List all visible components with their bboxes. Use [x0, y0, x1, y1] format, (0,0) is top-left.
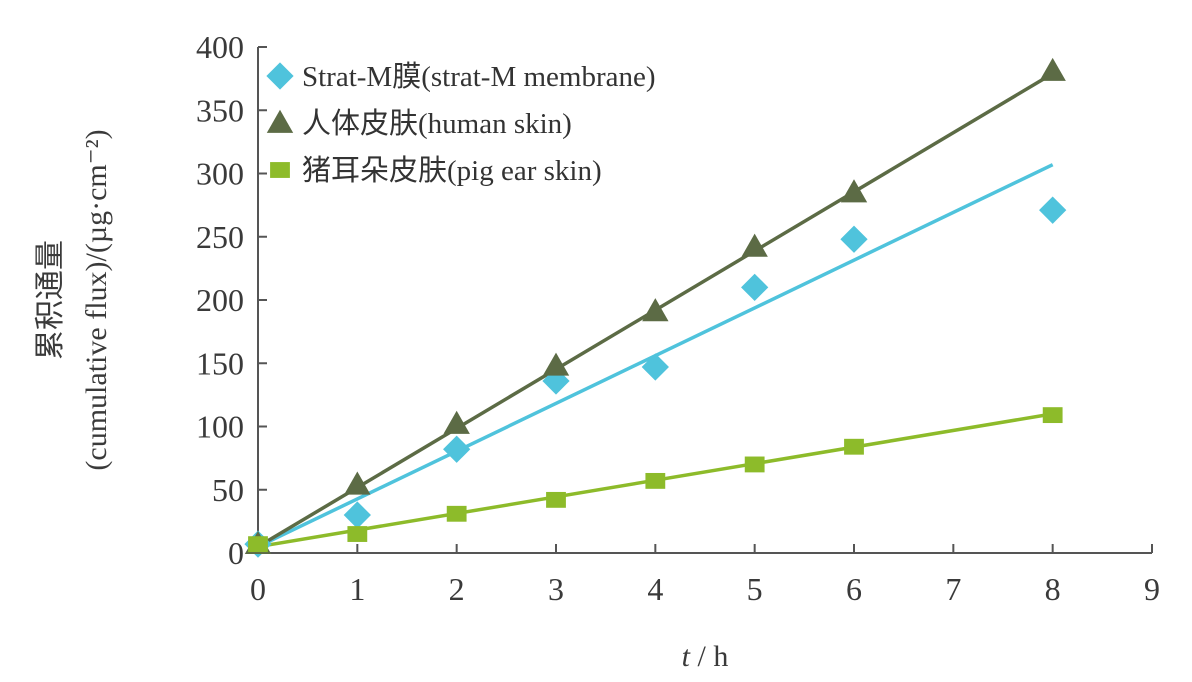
data-point-square [1042, 407, 1063, 424]
x-tick-label: 7 [945, 571, 961, 607]
x-tick-label: 9 [1144, 571, 1160, 607]
x-axis-unit: / h [698, 640, 729, 673]
data-point-diamond [443, 435, 471, 463]
y-tick-label: 350 [196, 92, 244, 128]
data-point-diamond [1039, 196, 1067, 224]
data-point-triangle [1039, 57, 1066, 81]
data-point-triangle [542, 352, 570, 376]
x-tick-label: 3 [548, 571, 564, 607]
data-point-square [744, 456, 765, 473]
y-tick-label: 0 [228, 535, 244, 571]
data-point-square [446, 505, 467, 522]
x-axis-label: t / h [682, 640, 729, 673]
legend: Strat-M膜(strat-M membrane) 人体皮肤(human ski… [266, 60, 656, 187]
data-point-square [347, 526, 368, 542]
data-point-diamond [641, 353, 669, 381]
data-point-triangle [344, 471, 371, 495]
axes: 0 50 100 150 200 250 300 350 400 0 1 2 3 4 5 6 7 8 9 [196, 29, 1160, 607]
data-point-diamond [741, 273, 769, 301]
data-point-triangle [642, 298, 669, 322]
x-tick-label: 2 [449, 571, 465, 607]
legend-marker-diamond [266, 62, 294, 90]
x-tick-label: 8 [1045, 571, 1061, 607]
y-axis-label-line2: (cumulative flux)/(µg·cm⁻²) [80, 129, 113, 470]
legend-label: 猪耳朵皮肤(pig ear skin) [302, 154, 602, 187]
legend-label: Strat-M膜(strat-M membrane) [302, 60, 656, 93]
data-point-square [248, 536, 268, 553]
y-tick-label: 50 [212, 472, 244, 508]
data-point-diamond [343, 501, 371, 529]
data-point-diamond [840, 225, 868, 253]
data-points [244, 57, 1067, 558]
y-axis-label-line1: 累积通量 [34, 240, 67, 360]
x-tick-label: 6 [846, 571, 862, 607]
x-tick-label: 0 [250, 571, 266, 607]
y-tick-label: 150 [196, 345, 244, 381]
x-tick-label: 1 [349, 571, 365, 607]
x-axis-variable: t [682, 640, 691, 673]
y-tick-label: 400 [196, 29, 244, 65]
data-point-triangle [741, 233, 768, 257]
y-tick-label: 100 [196, 409, 244, 445]
y-tick-label: 300 [196, 156, 244, 192]
x-tick-label: 5 [747, 571, 763, 607]
data-point-square [546, 491, 566, 508]
data-point-triangle [840, 179, 868, 203]
legend-marker-square [270, 162, 290, 178]
y-tick-label: 250 [196, 219, 244, 255]
x-tick-label: 4 [647, 571, 663, 607]
legend-marker-triangle [266, 109, 294, 133]
legend-label: 人体皮肤(human skin) [302, 107, 572, 140]
data-point-triangle [443, 410, 470, 434]
data-point-square [844, 438, 864, 455]
data-point-square [645, 472, 666, 489]
y-tick-label: 200 [196, 282, 244, 318]
axis-labels: 累积通量 (cumulative flux)/(µg·cm⁻²) t / h [34, 129, 728, 673]
